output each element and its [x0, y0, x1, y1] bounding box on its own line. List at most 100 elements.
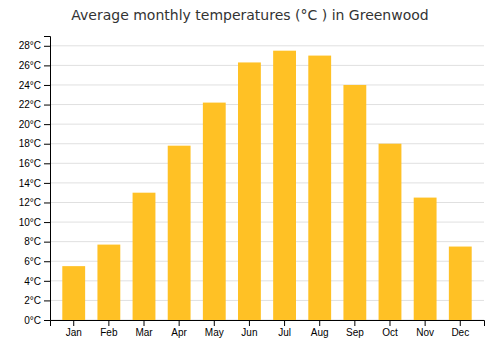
tick-label: 8°C: [24, 236, 41, 247]
bar: [203, 103, 226, 320]
tick-label: 24°C: [19, 80, 41, 91]
tick-mark: [44, 105, 50, 106]
tick: Jan: [66, 320, 82, 338]
bar: [97, 245, 120, 320]
tick-mark: [73, 320, 74, 326]
tick-label: 22°C: [19, 99, 41, 110]
tick: 2°C: [24, 295, 50, 306]
bar: [343, 85, 366, 320]
axis-line: [51, 321, 485, 327]
tick-label: Nov: [416, 327, 434, 338]
tick-label: 16°C: [19, 158, 41, 169]
tick: 28°C: [19, 40, 50, 51]
tick-mark: [44, 261, 50, 262]
grid-line: [50, 124, 484, 125]
tick: 6°C: [24, 256, 50, 267]
bar: [308, 56, 331, 320]
bar: [273, 51, 296, 320]
tick-mark: [44, 281, 50, 282]
tick-label: 28°C: [19, 40, 41, 51]
tick: 20°C: [19, 119, 50, 130]
tick-mark: [144, 320, 145, 326]
tick-mark: [460, 320, 461, 326]
tick-label: Mar: [135, 327, 153, 338]
tick-mark: [249, 320, 250, 326]
tick-label: 12°C: [19, 197, 41, 208]
tick-mark: [44, 300, 50, 301]
tick-label: 26°C: [19, 60, 41, 71]
tick-mark: [44, 124, 50, 125]
tick: 4°C: [24, 276, 50, 287]
bars: [62, 51, 471, 320]
tick-label: Jan: [66, 327, 82, 338]
tick-label: 14°C: [19, 178, 41, 189]
bar: [168, 146, 191, 320]
tick: 16°C: [19, 158, 50, 169]
grid: [50, 46, 484, 320]
tick: 10°C: [19, 217, 50, 228]
bar: [238, 62, 261, 320]
tick-mark: [108, 320, 109, 326]
tick: Dec: [451, 320, 469, 338]
tick-label: 10°C: [19, 217, 41, 228]
tick-mark: [44, 65, 50, 66]
tick: 12°C: [19, 197, 50, 208]
tick-mark: [214, 320, 215, 326]
tick-label: Dec: [451, 327, 469, 338]
tick: 22°C: [19, 99, 50, 110]
tick: Jun: [241, 320, 257, 338]
tick-mark: [319, 320, 320, 326]
grid-line: [50, 84, 484, 85]
tick-mark: [44, 320, 50, 321]
tick-label: Feb: [100, 327, 118, 338]
tick-label: 20°C: [19, 119, 41, 130]
grid-line: [50, 143, 484, 144]
title: Average monthly temperatures (°C ) in Gr…: [71, 7, 428, 23]
tick-label: 4°C: [24, 276, 41, 287]
tick: Sep: [346, 320, 364, 338]
tick-mark: [44, 144, 50, 145]
tick: Mar: [135, 320, 153, 338]
grid-line: [50, 104, 484, 105]
tick-mark: [44, 46, 50, 47]
tick-label: Apr: [171, 327, 187, 338]
tick-mark: [44, 183, 50, 184]
tick-mark: [284, 320, 285, 326]
x-axis: Jan Feb Mar Apr May Jun Jul Aug Sep Oct Nov Dec: [51, 320, 485, 338]
tick-label: Jun: [241, 327, 257, 338]
tick-label: 18°C: [19, 138, 41, 149]
plot: 0°C 2°C 4°C 6°C 8°C 10°C 12°C 14°C 16°C 18°C 20°C 2…: [19, 37, 485, 339]
chart: 0°C 2°C 4°C 6°C 8°C 10°C 12°C 14°C 16°C 18°C 20°C 2…: [0, 0, 500, 350]
tick-label: 0°C: [24, 315, 41, 326]
tick-label: May: [205, 327, 224, 338]
tick-label: Sep: [346, 327, 364, 338]
tick: 14°C: [19, 178, 50, 189]
axis-line: [44, 37, 51, 321]
tick-label: Aug: [311, 327, 329, 338]
tick-mark: [44, 222, 50, 223]
y-axis: 0°C 2°C 4°C 6°C 8°C 10°C 12°C 14°C 16°C 18°C 20°C 2…: [19, 37, 51, 326]
tick-label: 6°C: [24, 256, 41, 267]
tick-mark: [354, 320, 355, 326]
grid-line: [50, 45, 484, 46]
tick: Jul: [278, 320, 291, 338]
tick: 18°C: [19, 138, 50, 149]
tick: 26°C: [19, 60, 50, 71]
tick-mark: [44, 202, 50, 203]
tick-mark: [44, 163, 50, 164]
bar: [449, 247, 472, 320]
tick: 0°C: [24, 315, 50, 326]
tick: Feb: [100, 320, 118, 338]
grid-line: [50, 182, 484, 183]
tick-mark: [179, 320, 180, 326]
tick: May: [205, 320, 224, 338]
tick-mark: [44, 242, 50, 243]
tick: 8°C: [24, 236, 50, 247]
grid-line: [50, 65, 484, 66]
tick-label: Oct: [382, 327, 398, 338]
bar: [133, 193, 156, 320]
tick-mark: [44, 85, 50, 86]
tick: Aug: [311, 320, 329, 338]
tick: 24°C: [19, 80, 50, 91]
bar: [62, 266, 85, 320]
